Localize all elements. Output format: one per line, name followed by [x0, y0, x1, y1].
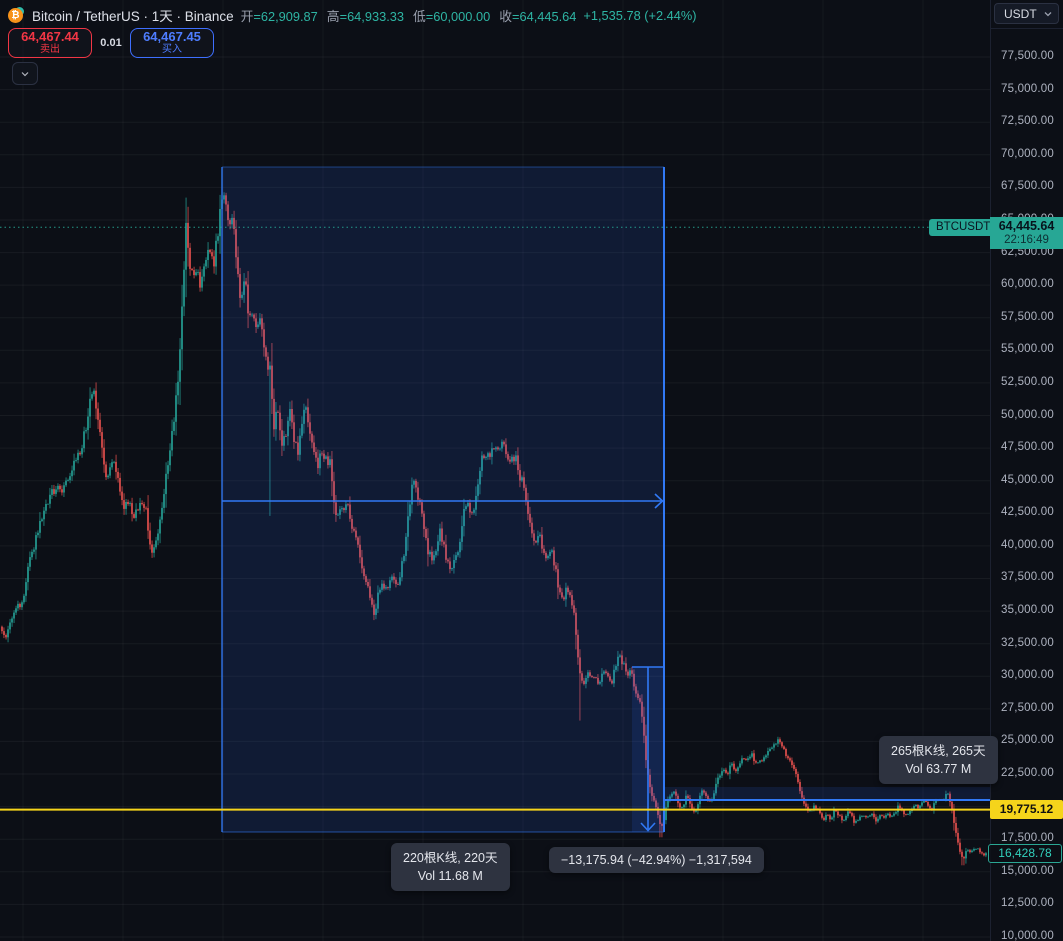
date-range-tooltip-left: 220根K线, 220天 Vol 11.68 M: [391, 843, 510, 891]
price-tick-label: 75,000.00: [1001, 83, 1054, 95]
sell-label: 卖出: [40, 44, 60, 56]
price-tick-label: 30,000.00: [1001, 669, 1054, 681]
price-range-tooltip: −13,175.94 (−42.94%) −1,317,594: [549, 847, 764, 873]
price-tick-label: 50,000.00: [1001, 409, 1054, 421]
currency-dropdown-value: USDT: [1004, 6, 1037, 21]
price-tick-label: 12,500.00: [1001, 897, 1054, 909]
price-tick-label: 72,500.00: [1001, 115, 1054, 127]
price-tick-label: 27,500.00: [1001, 702, 1054, 714]
symbol-title[interactable]: Bitcoin / TetherUS · 1天 · Binance: [32, 9, 234, 24]
price-tick-label: 45,000.00: [1001, 474, 1054, 486]
price-tick-label: 77,500.00: [1001, 50, 1054, 62]
price-tick-label: 37,500.00: [1001, 571, 1054, 583]
volume: Vol 63.77 M: [905, 762, 972, 776]
current-price-value: 64,445.64: [998, 219, 1055, 233]
price-tick-label: 15,000.00: [1001, 865, 1054, 877]
price-tick-label: 42,500.00: [1001, 506, 1054, 518]
price-tick-label: 60,000.00: [1001, 278, 1054, 290]
chevron-down-icon: [1044, 11, 1052, 16]
price-tick-label: 10,000.00: [1001, 930, 1054, 941]
currency-dropdown[interactable]: USDT: [994, 3, 1059, 24]
low-label: 低: [413, 8, 426, 24]
price-tick-label: 25,000.00: [1001, 734, 1054, 746]
horizontal-line-price-label: 19,775.12: [990, 800, 1063, 819]
sell-button[interactable]: 64,467.44 卖出: [8, 28, 92, 58]
current-price-axis-label: 64,445.64 22:16:49: [990, 217, 1063, 249]
last-trade-price-label: 16,428.78: [988, 844, 1062, 863]
high-label: 高: [326, 8, 340, 24]
price-tick-label: 55,000.00: [1001, 343, 1054, 355]
bars-count: 220根K线, 220天: [403, 851, 498, 865]
close-value: =64,445.64: [512, 8, 577, 24]
candlestick-chart[interactable]: [0, 0, 990, 941]
bars-count: 265根K线, 265天: [891, 744, 986, 758]
price-tick-label: 17,500.00: [1001, 832, 1054, 844]
close-label: 收: [499, 8, 512, 24]
price-tick-label: 32,500.00: [1001, 637, 1054, 649]
symbol-price-tag: BTCUSDT: [929, 219, 998, 236]
price-tick-label: 40,000.00: [1001, 539, 1054, 551]
price-axis[interactable]: USDT 77,500.00 75,000.00 72,500.00 70,000.0…: [990, 0, 1063, 941]
high-value: =64,933.33: [339, 8, 404, 24]
bar-countdown: 22:16:49: [1004, 234, 1049, 246]
buy-button[interactable]: 64,467.45 买入: [130, 28, 214, 58]
bitcoin-coin-icon: ₿: [8, 5, 25, 24]
price-tick-label: 70,000.00: [1001, 148, 1054, 160]
collapse-panel-button[interactable]: [12, 62, 38, 85]
spread-value: 0.01: [100, 37, 122, 49]
open-label: 开: [240, 8, 254, 24]
price-tick-label: 67,500.00: [1001, 180, 1054, 192]
ohlc-values: 开=62,909.87 高=64,933.33 低=60,000.00 收=64…: [241, 6, 577, 25]
price-tick-label: 35,000.00: [1001, 604, 1054, 616]
date-range-tooltip-right: 265根K线, 265天 Vol 63.77 M: [879, 736, 998, 784]
price-axis-header: USDT: [991, 0, 1063, 29]
price-tick-label: 47,500.00: [1001, 441, 1054, 453]
volume: Vol 11.68 M: [417, 869, 483, 883]
sell-price: 64,467.44: [21, 29, 79, 45]
price-tick-label: 22,500.00: [1001, 767, 1054, 779]
symbol-legend: ₿ Bitcoin / TetherUS · 1天 · Binance 开=62…: [8, 5, 697, 25]
price-tick-label: 62,500.00: [1001, 246, 1054, 258]
price-change: +1,535.78 (+2.44%): [583, 7, 697, 23]
price-tick-label: 52,500.00: [1001, 376, 1054, 388]
open-value: =62,909.87: [253, 8, 318, 24]
chevron-down-icon: [21, 71, 29, 76]
price-tick-label: 57,500.00: [1001, 311, 1054, 323]
low-value: =60,000.00: [425, 8, 491, 24]
buy-price: 64,467.45: [143, 29, 201, 45]
buy-label: 买入: [162, 44, 182, 56]
trade-widget: 64,467.44 卖出 0.01 64,467.45 买入: [8, 28, 214, 58]
